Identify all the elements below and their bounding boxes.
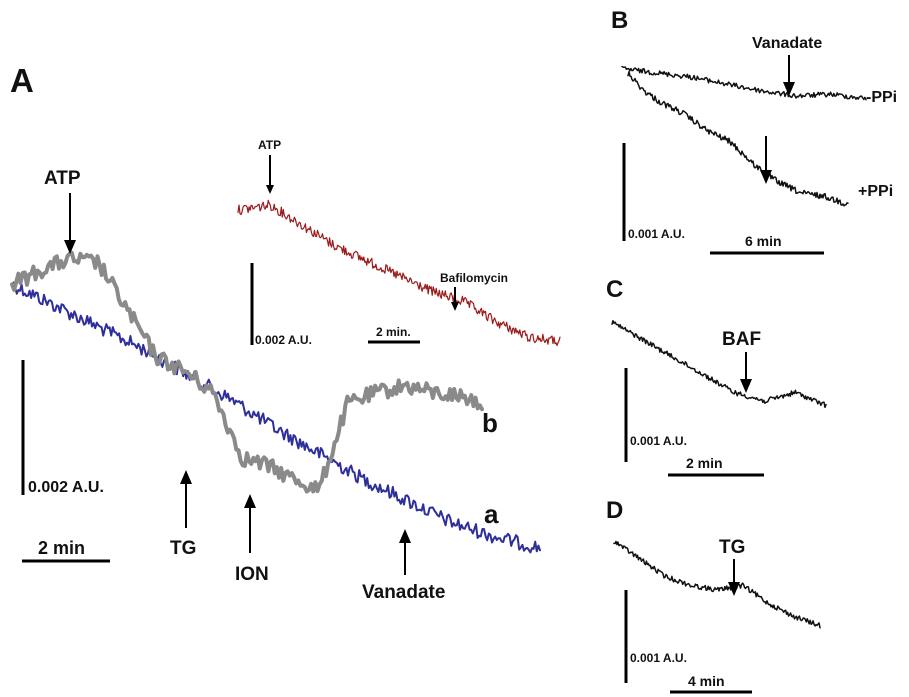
panel-b: Vanadate -PPi +PPi 0.001 A.U. 6 min (621, 35, 897, 255)
c-y-scale-label: 0.001 A.U. (630, 434, 687, 448)
plus-ppi-label: +PPi (858, 183, 893, 200)
d-trace (613, 540, 821, 629)
b-vanadate-arrow-head (783, 82, 795, 96)
ion-arrow-head (244, 494, 256, 508)
inset-trace (237, 199, 561, 347)
panel-d: TG 0.001 A.U. 4 min (613, 537, 821, 694)
inset-atp-arrow-head (266, 185, 274, 194)
b-vanadate-label: Vanadate (752, 35, 822, 52)
b-second-arrow-head (760, 170, 772, 184)
inset-x-scale-label: 2 min. (376, 325, 411, 339)
trace-b-series (10, 250, 484, 494)
d-x-scale-label: 4 min (688, 673, 725, 689)
panel-a-inset: ATP Bafilomycin 0.002 A.U. 2 min. (237, 138, 561, 347)
c-trace (611, 319, 827, 409)
b-y-scale-label: 0.001 A.U. (628, 227, 685, 241)
inset-bafilomycin-label: Bafilomycin (440, 271, 508, 285)
tg-arrow-head (180, 470, 192, 484)
panel-b-label: B (611, 7, 628, 34)
panel-a: ATP TG ION Vanadate b a 0.002 A.U. 2 min (10, 168, 541, 603)
minus-ppi-label: -PPi (866, 89, 897, 106)
panel-a-label: A (10, 62, 34, 99)
vanadate-label: Vanadate (362, 582, 445, 603)
inset-atp-label: ATP (258, 138, 281, 152)
d-tg-arrow-head (728, 582, 740, 596)
d-tg-label: TG (719, 537, 745, 558)
atp-label: ATP (44, 168, 81, 189)
panel-c: BAF 0.001 A.U. 2 min (611, 319, 827, 477)
inset-y-scale-label: 0.002 A.U. (255, 333, 312, 347)
trace-a-label: a (484, 499, 499, 529)
plus-ppi-trace (627, 71, 849, 207)
panel-c-label: C (606, 276, 623, 303)
vanadate-arrow-head (399, 529, 411, 543)
a-x-scale-label: 2 min (38, 538, 85, 558)
atp-arrow-head (64, 240, 76, 254)
d-y-scale-label: 0.001 A.U. (630, 651, 687, 665)
trace-a-series (11, 281, 541, 554)
c-baf-arrow-head (740, 379, 752, 393)
panel-d-label: D (606, 497, 623, 524)
b-x-scale-label: 6 min (745, 233, 782, 249)
a-y-scale-label: 0.002 A.U. (28, 479, 104, 496)
c-x-scale-label: 2 min (686, 455, 723, 471)
ion-label: ION (235, 564, 269, 585)
c-baf-label: BAF (722, 329, 761, 350)
tg-label: TG (170, 538, 196, 559)
minus-ppi-trace (621, 65, 867, 101)
trace-b-label: b (482, 408, 498, 438)
inset-baf-arrow-head (451, 302, 459, 311)
